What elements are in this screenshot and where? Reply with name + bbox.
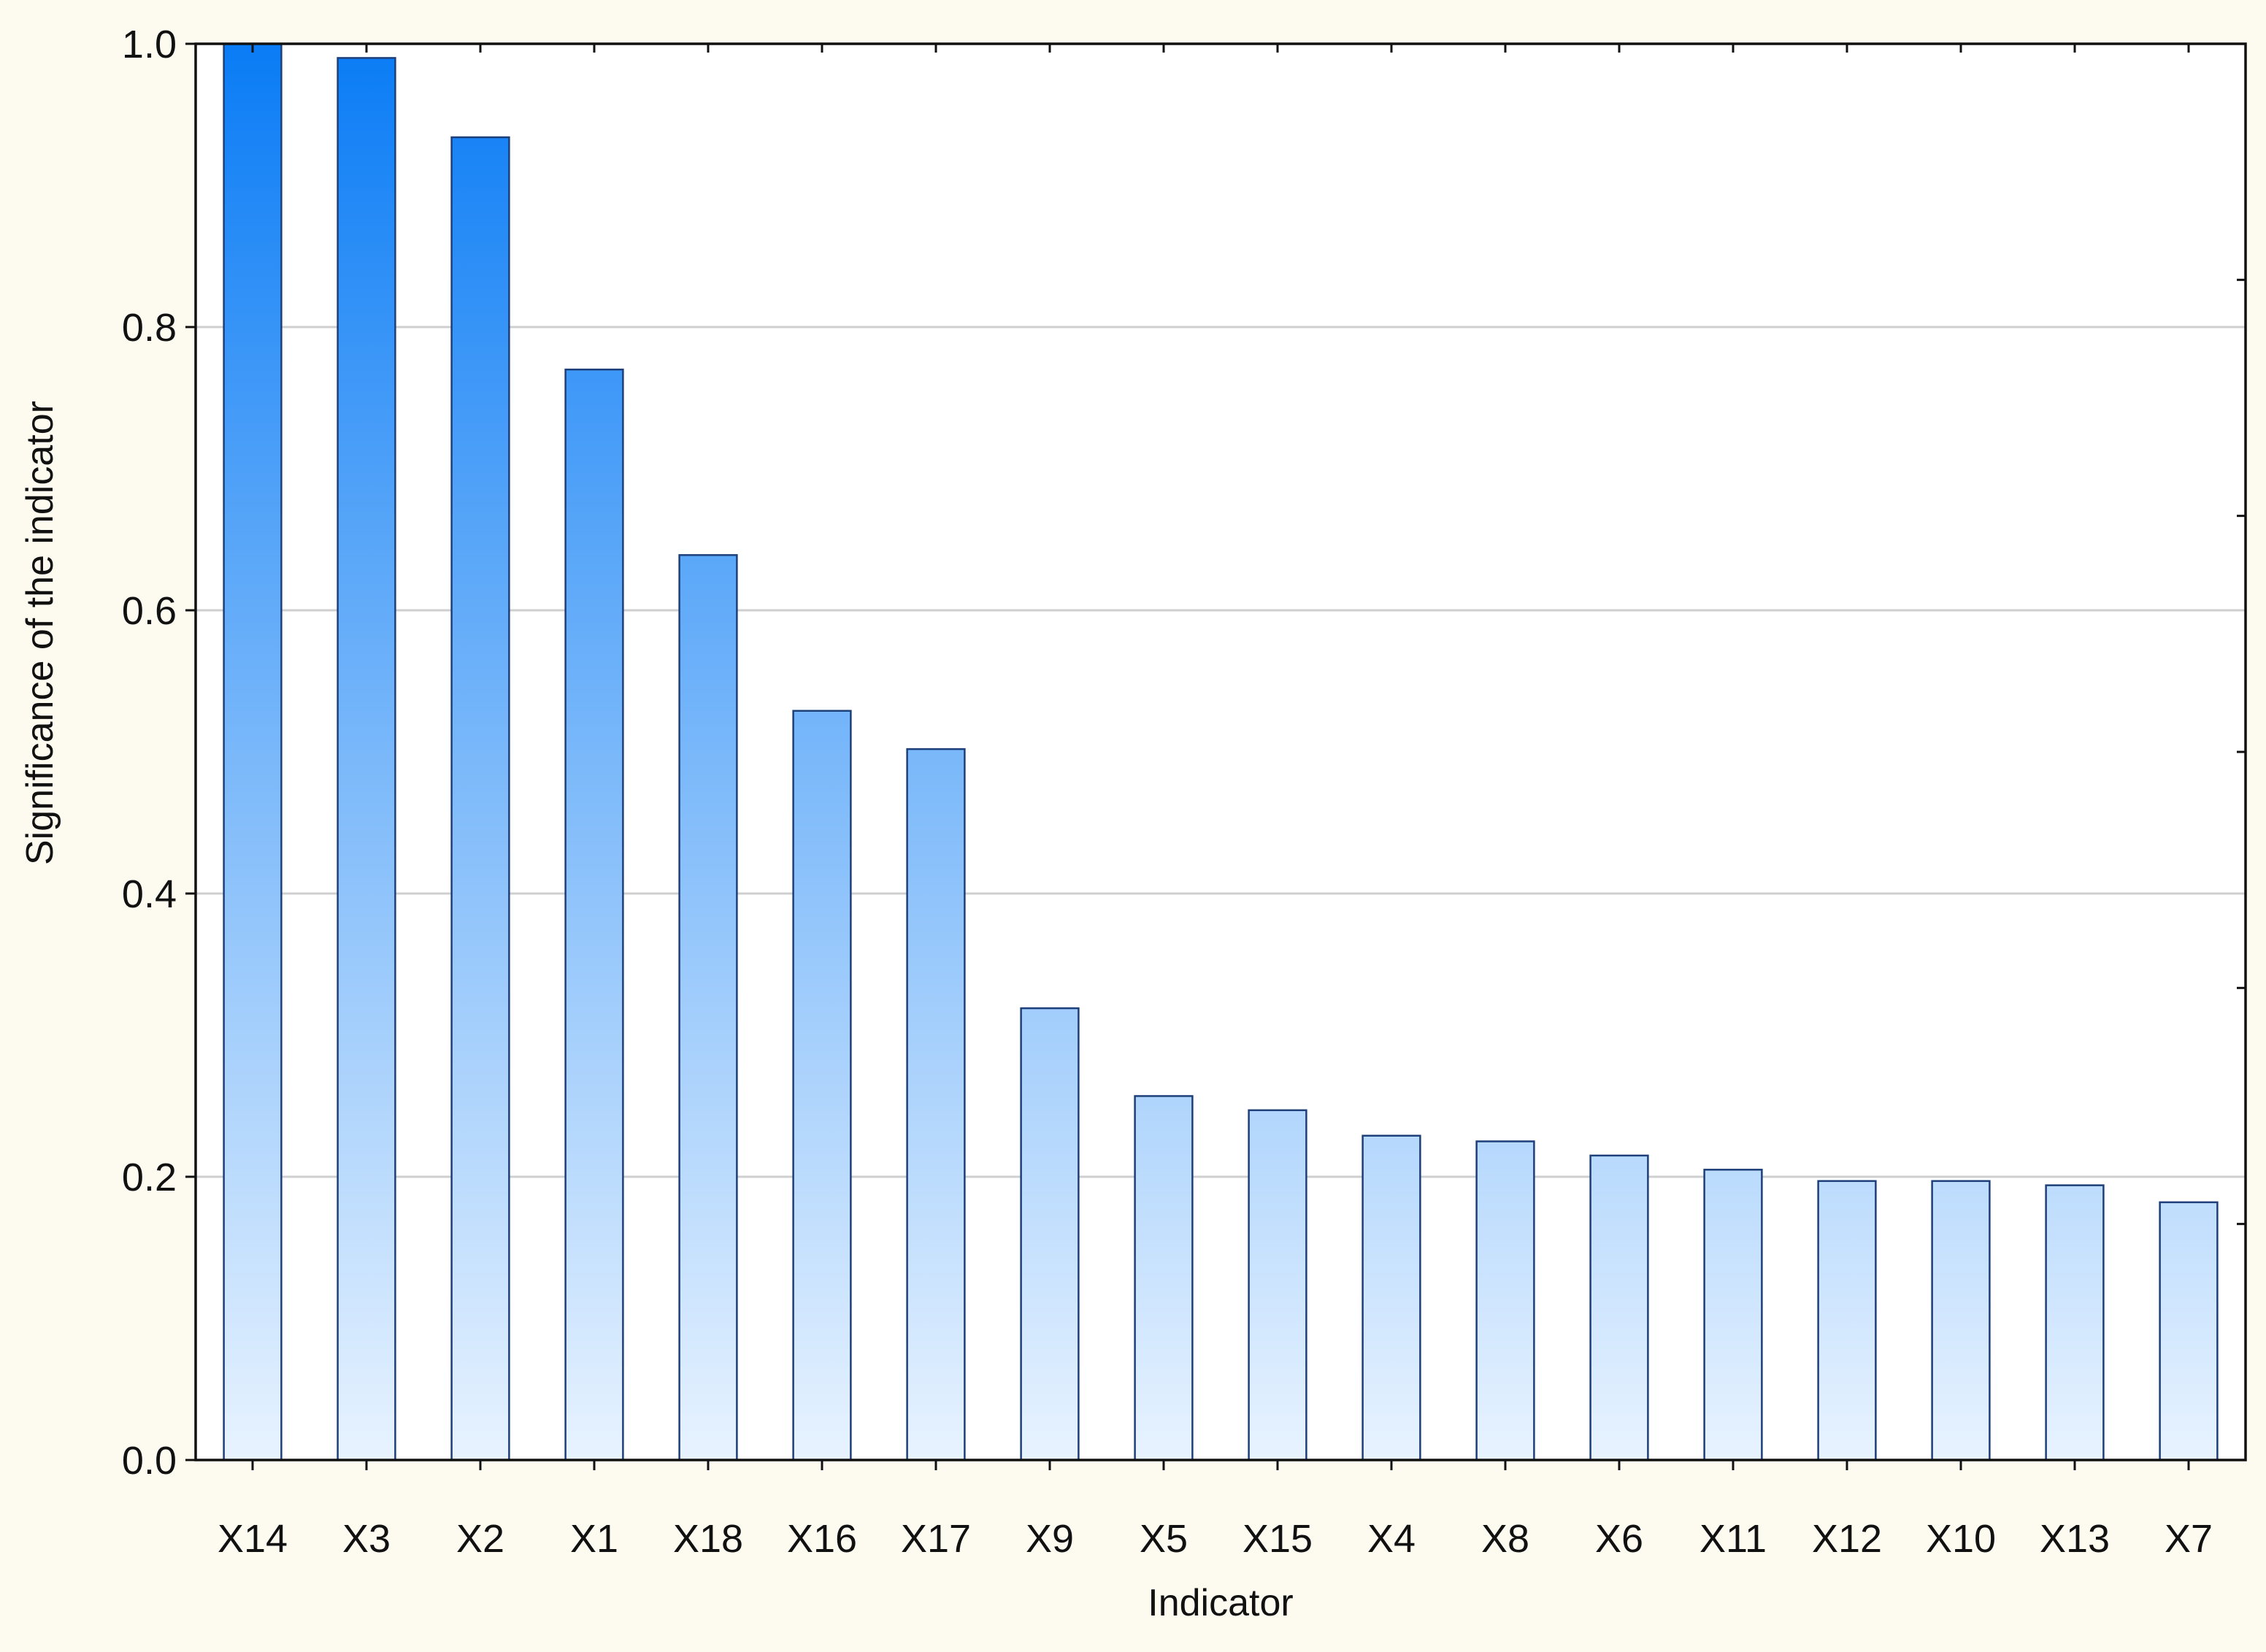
bar-x1 xyxy=(564,368,624,1461)
bar-x3 xyxy=(337,57,396,1461)
bar-x4 xyxy=(1361,1134,1421,1461)
x-tick-label: X13 xyxy=(2040,1517,2110,1561)
x-tick-label: X6 xyxy=(1595,1517,1643,1561)
bar-x11 xyxy=(1703,1169,1763,1461)
y-tick-label: 0.0 xyxy=(122,1439,177,1483)
x-tick-label: X14 xyxy=(218,1517,288,1561)
y-tick-label: 0.8 xyxy=(122,306,177,350)
x-axis-title: Indicator xyxy=(1148,1582,1293,1624)
bar-x5 xyxy=(1134,1095,1194,1461)
x-tick-label: X15 xyxy=(1243,1517,1313,1561)
bar-x10 xyxy=(1931,1180,1991,1461)
y-tick-label: 1.0 xyxy=(122,23,177,66)
x-tick-label: X16 xyxy=(787,1517,857,1561)
y-tick-label: 0.4 xyxy=(122,872,177,916)
x-tick-label: X7 xyxy=(2165,1517,2213,1561)
bar-x7 xyxy=(2159,1201,2219,1461)
bar-x18 xyxy=(678,554,738,1461)
bar-x16 xyxy=(792,710,852,1461)
bar-x2 xyxy=(450,136,510,1461)
bar-x8 xyxy=(1475,1140,1535,1461)
x-tick-label: X1 xyxy=(570,1517,618,1561)
gridlines xyxy=(196,326,2246,1178)
x-tick-label: X2 xyxy=(456,1517,504,1561)
plot-area xyxy=(196,44,2246,1460)
x-tick-label: X4 xyxy=(1367,1517,1416,1561)
y-axis-title: Significance of the indicator xyxy=(19,401,61,865)
x-tick-label: X11 xyxy=(1700,1517,1767,1561)
x-tick-label: X18 xyxy=(673,1517,743,1561)
bar-x14 xyxy=(223,42,283,1461)
bar-x17 xyxy=(906,748,966,1461)
right-axis-ticks xyxy=(2237,278,2246,1461)
x-axis-ticks: X14 X3 X2 X1 X18 X16 X17 X9 X5 X15 X4 X8 X6 X11 X12 X10… xyxy=(218,44,2213,1561)
x-tick-label: X5 xyxy=(1140,1517,1188,1561)
y-tick-label: 0.2 xyxy=(122,1156,177,1199)
bar-x12 xyxy=(1817,1180,1877,1461)
bar-x9 xyxy=(1020,1007,1080,1461)
x-tick-label: X3 xyxy=(342,1517,391,1561)
x-tick-label: X10 xyxy=(1926,1517,1996,1561)
y-axis-ticks: 0.0 0.2 0.4 0.6 0.8 1.0 xyxy=(122,23,196,1483)
x-tick-label: X17 xyxy=(901,1517,971,1561)
x-tick-label: X8 xyxy=(1481,1517,1529,1561)
y-tick-label: 0.6 xyxy=(122,589,177,633)
x-tick-label: X12 xyxy=(1812,1517,1882,1561)
bar-x13 xyxy=(2045,1184,2105,1461)
bar-x15 xyxy=(1248,1109,1307,1461)
x-tick-label: X9 xyxy=(1026,1517,1074,1561)
bar-x6 xyxy=(1589,1154,1649,1461)
